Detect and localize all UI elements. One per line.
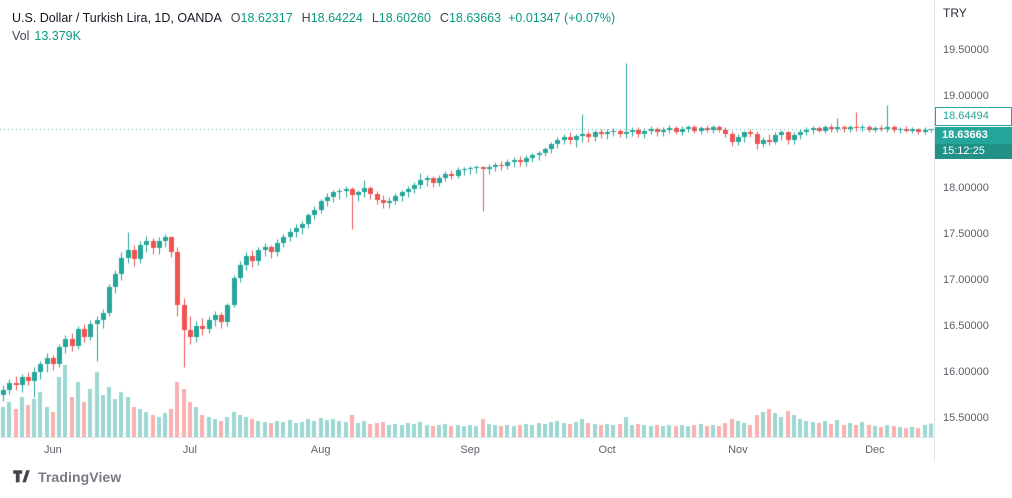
bar-close-countdown: 15:12:25 [935,144,1012,160]
legend-volume-row: Vol 13.379K [12,27,615,45]
symbol-title[interactable]: U.S. Dollar / Turkish Lira, 1D, OANDA [12,11,222,25]
time-axis-label: Nov [728,444,748,456]
price-axis-label: 15.50000 [943,411,989,424]
currency-label[interactable]: TRY [943,6,967,20]
open-value: 18.62317 [240,11,293,25]
time-axis-label: Sep [460,444,480,456]
price-axis-label: 16.50000 [943,319,989,332]
time-axis-separator [0,437,1012,438]
tradingview-logo-icon [12,467,31,486]
price-axis-label: 19.00000 [943,89,989,102]
price-chart-canvas[interactable] [0,0,934,437]
time-axis[interactable]: Jun Jul Aug Sep Oct Nov Dec [0,438,934,461]
chart-legend: U.S. Dollar / Turkish Lira, 1D, OANDA O18… [12,9,615,45]
current-price-badge: 18.63663 15:12:25 [935,127,1012,160]
close-value: 18.63663 [448,11,502,25]
close-label: C [439,11,449,25]
open-label: O [230,11,241,25]
price-axis-label: 17.00000 [943,273,989,286]
ask-price-value: 18.64494 [943,110,989,123]
price-axis-label: 18.00000 [943,181,989,194]
tradingview-logo-text: TradingView [38,468,122,485]
price-axis-label: 16.00000 [943,365,989,378]
ask-price-badge: 18.64494 [935,107,1012,127]
time-axis-label: Aug [310,444,331,456]
price-axis-label: 19.50000 [943,43,989,56]
high-label: H [301,11,311,25]
low-value: 18.60260 [378,11,431,25]
change-value: +0.01347 (+0.07%) [508,11,616,25]
time-axis-label: Dec [865,444,885,456]
price-axis-label: 17.50000 [943,227,989,240]
legend-symbol-row: U.S. Dollar / Turkish Lira, 1D, OANDA O18… [12,9,615,27]
volume-label[interactable]: Vol [12,29,30,43]
low-label: L [371,11,379,25]
time-axis-label: Jul [182,444,197,456]
volume-value: 13.379K [34,29,81,43]
time-axis-label: Jun [44,444,62,456]
tradingview-logo[interactable]: TradingView [12,467,121,486]
high-value: 18.64224 [310,11,363,25]
current-price-value: 18.63663 [942,129,988,142]
time-axis-label: Oct [598,444,616,456]
price-axis[interactable]: TRY 19.50000 19.00000 18.00000 17.50000 17.0… [934,0,1012,461]
